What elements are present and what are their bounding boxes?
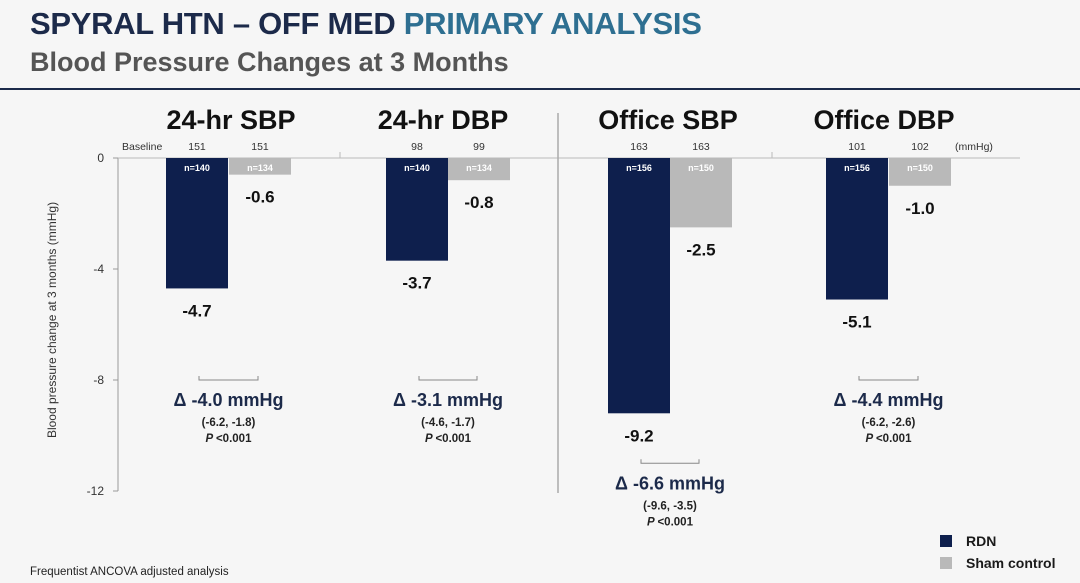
category-header: 24-hr SBP	[166, 105, 295, 135]
baseline-label: Baseline	[122, 141, 162, 153]
title-accent: PRIMARY ANALYSIS	[403, 6, 702, 41]
bar-n-label: n=150	[907, 163, 933, 173]
bar-n-label: n=140	[184, 163, 210, 173]
unit-label: (mmHg)	[955, 141, 993, 153]
bar-n-label: n=150	[688, 163, 714, 173]
footnote: Frequentist ANCOVA adjusted analysis	[30, 566, 229, 578]
title-divider	[0, 88, 1080, 90]
difference-bracket	[858, 376, 919, 381]
y-tick-label: -8	[93, 373, 104, 387]
baseline-value: 101	[848, 141, 866, 153]
bar-sham	[889, 158, 951, 186]
bar-value-label: -9.2	[624, 426, 653, 445]
legend-label-sham: Sham control	[966, 555, 1056, 571]
difference-ci: (-9.6, -3.5)	[643, 500, 697, 512]
difference-p: P <0.001	[647, 516, 694, 528]
legend-item-sham: Sham control	[940, 552, 1055, 574]
bar-sham	[448, 158, 510, 181]
legend-item-rdn: RDN	[940, 530, 1055, 552]
category-header: 24-hr DBP	[378, 105, 509, 135]
difference-delta: Δ -6.6 mmHg	[615, 473, 725, 493]
baseline-value: 163	[630, 141, 648, 153]
baseline-value: 151	[188, 141, 206, 153]
bar-value-label: -5.1	[842, 313, 871, 332]
bar-rdn	[608, 158, 670, 414]
bar-n-label: n=156	[844, 163, 870, 173]
slide-title: SPYRAL HTN – OFF MED PRIMARY ANALYSIS	[30, 6, 702, 42]
bar-sham	[229, 158, 291, 175]
legend-label-rdn: RDN	[966, 533, 997, 549]
legend-swatch-sham	[940, 557, 952, 569]
difference-delta: Δ -4.4 mmHg	[834, 390, 944, 410]
baseline-value: 99	[473, 141, 485, 153]
difference-p: P <0.001	[206, 433, 253, 445]
bar-sham	[670, 158, 732, 228]
difference-bracket	[418, 376, 478, 381]
y-tick-label: 0	[97, 151, 104, 165]
bar-value-label: -4.7	[182, 301, 211, 320]
y-tick-label: -12	[87, 484, 105, 498]
bar-value-label: -0.8	[464, 193, 493, 212]
baseline-value: 98	[411, 141, 423, 153]
bar-value-label: -3.7	[402, 274, 431, 293]
bar-n-label: n=140	[404, 163, 430, 173]
legend-swatch-rdn	[940, 535, 952, 547]
y-axis-label: Blood pressure change at 3 months (mmHg)	[45, 202, 59, 438]
bar-value-label: -2.5	[686, 240, 715, 259]
bar-n-label: n=134	[247, 163, 273, 173]
legend: RDN Sham control	[940, 530, 1055, 574]
bar-rdn	[826, 158, 888, 300]
bp-change-chart: 0 -4 -8 -12 Blood pressure change at 3 month…	[45, 105, 1020, 528]
bar-rdn	[386, 158, 448, 261]
bar-value-label: -1.0	[905, 199, 934, 218]
category-header: Office DBP	[813, 105, 954, 135]
difference-ci: (-6.2, -1.8)	[202, 417, 256, 429]
category-header: Office SBP	[598, 105, 738, 135]
baseline-value: 102	[911, 141, 929, 153]
bar-rdn	[166, 158, 228, 289]
difference-bracket	[640, 459, 700, 464]
baseline-value: 151	[251, 141, 269, 153]
title-main: SPYRAL HTN – OFF MED	[30, 6, 396, 41]
difference-p: P <0.001	[866, 433, 913, 445]
slide-subtitle: Blood Pressure Changes at 3 Months	[30, 47, 509, 77]
difference-bracket	[198, 376, 259, 381]
baseline-value: 163	[692, 141, 710, 153]
difference-p: P <0.001	[425, 433, 472, 445]
difference-delta: Δ -3.1 mmHg	[393, 390, 503, 410]
difference-delta: Δ -4.0 mmHg	[174, 390, 284, 410]
bar-value-label: -0.6	[245, 188, 274, 207]
bar-n-label: n=134	[466, 163, 492, 173]
bar-n-label: n=156	[626, 163, 652, 173]
difference-ci: (-6.2, -2.6)	[862, 417, 916, 429]
difference-ci: (-4.6, -1.7)	[421, 417, 475, 429]
y-tick-label: -4	[93, 262, 104, 276]
